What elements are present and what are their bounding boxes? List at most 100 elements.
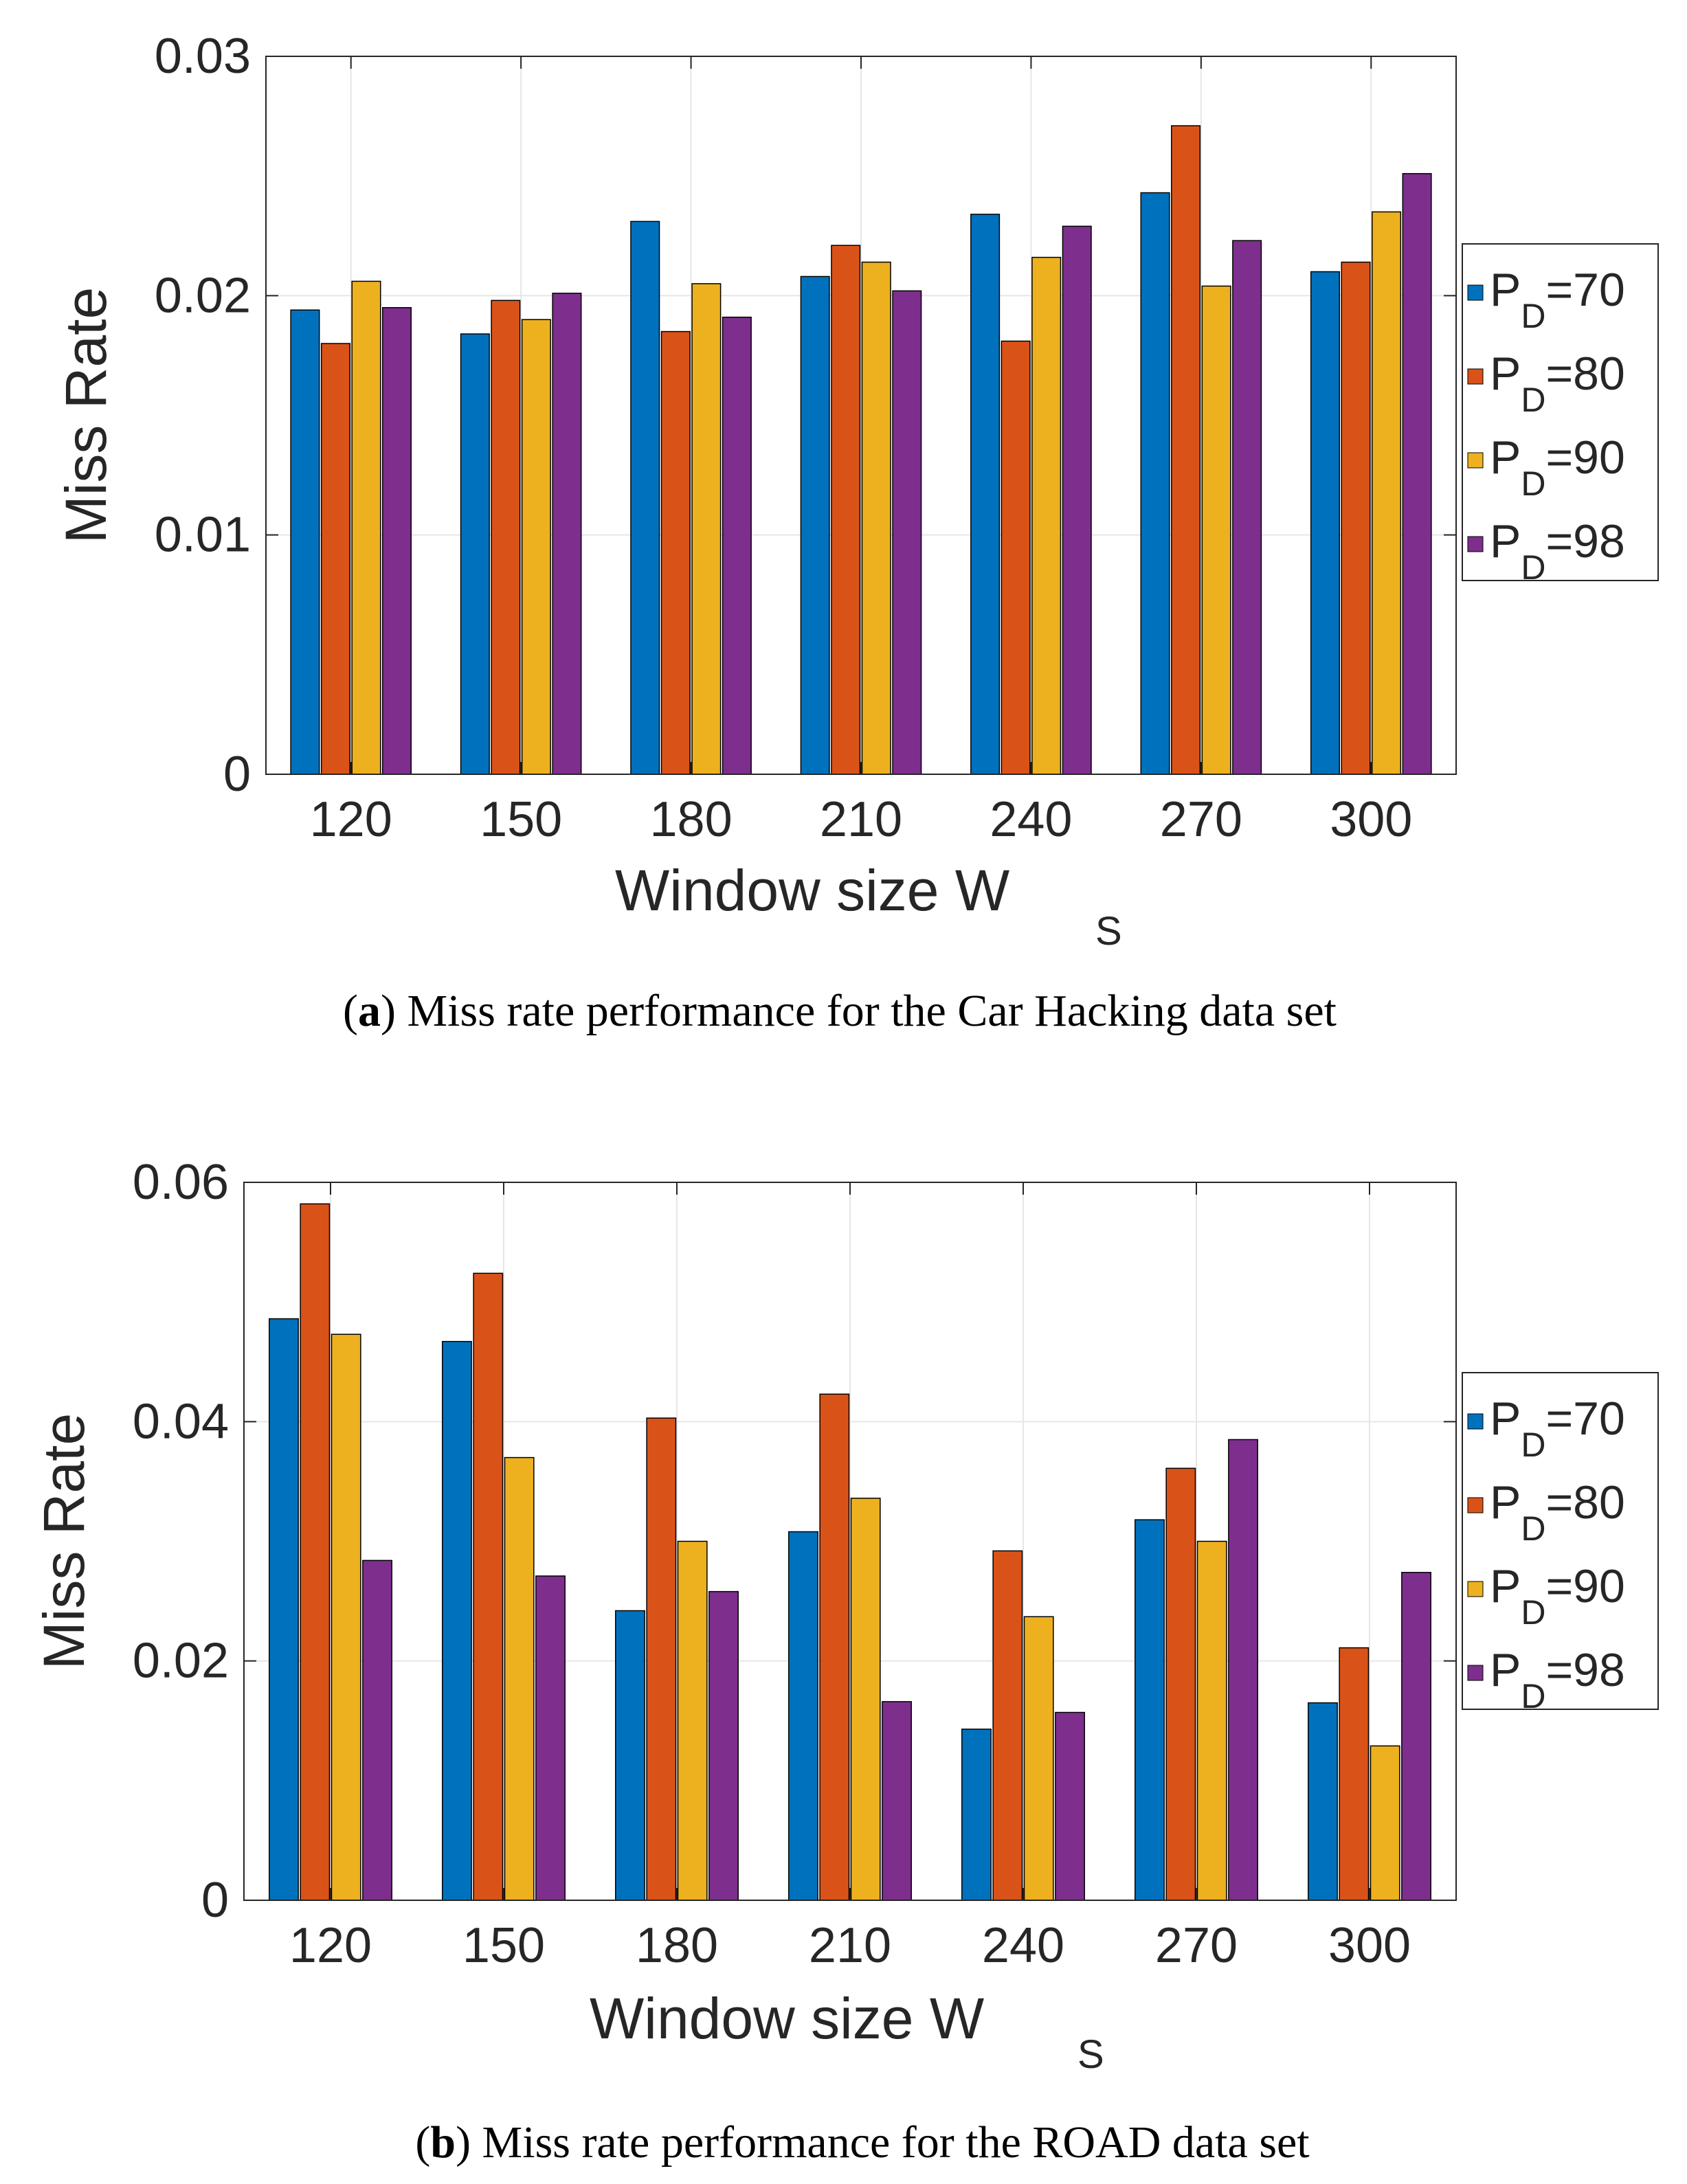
bar-180-series-1 <box>615 1610 645 1901</box>
bar-120-series-1 <box>290 309 320 775</box>
legend-swatch-2 <box>1467 368 1484 385</box>
caption: (a) Miss rate performance for the Car Ha… <box>343 986 1337 1036</box>
legend-entry-4: PD=98 <box>1490 515 1625 587</box>
bar-150-series-1 <box>442 1340 472 1901</box>
legend-entry-2: PD=80 <box>1490 348 1625 419</box>
legend-entry-sub: D <box>1521 548 1545 587</box>
legend-entry-value: =80 <box>1545 348 1624 400</box>
caption-label: a <box>358 986 381 1036</box>
y-tick-label: 0.02 <box>155 268 251 323</box>
legend-entry-1: PD=70 <box>1490 264 1625 335</box>
bar-300-series-3 <box>1370 1745 1400 1901</box>
bar-240-series-3 <box>1031 256 1062 775</box>
legend-entry-name: P <box>1490 348 1521 400</box>
bar-300-series-4 <box>1402 172 1432 775</box>
bar-180-series-4 <box>708 1590 739 1901</box>
x-tick-label: 210 <box>820 792 902 847</box>
x-tick-label: 210 <box>809 1918 891 1973</box>
y-tick-label: 0.04 <box>133 1394 229 1449</box>
chart-b: 0 0.02 0.04 0.06 120 150 180 210 240 270 300 Window… <box>32 1155 1659 2168</box>
caption-paren-open: ( <box>343 986 358 1036</box>
legend-entry-sub: D <box>1521 464 1545 503</box>
bar-210-series-1 <box>800 275 830 775</box>
x-tick-label: 150 <box>480 792 562 847</box>
bar-270-series-1 <box>1135 1519 1165 1901</box>
legend-swatch-2 <box>1467 1497 1484 1513</box>
x-axis-label: Window size W <box>590 1986 984 2051</box>
x-axis-label-subscript: S <box>1095 909 1122 954</box>
bar-150-series-4 <box>535 1575 566 1901</box>
bar-120-series-4 <box>382 307 412 775</box>
bar-210-series-1 <box>788 1531 818 1901</box>
legend-entry-sub: D <box>1521 1593 1545 1632</box>
legend-entry-value: =90 <box>1545 1560 1624 1612</box>
y-tick-label: 0.02 <box>133 1634 229 1689</box>
bar-150-series-4 <box>552 293 582 775</box>
legend-entry-value: =70 <box>1545 1393 1624 1445</box>
y-tick-label: 0.03 <box>155 29 251 84</box>
x-tick-label: 270 <box>1155 1918 1238 1973</box>
bar-180-series-3 <box>677 1540 708 1901</box>
legend-box <box>1462 243 1659 581</box>
bar-300-series-4 <box>1401 1572 1431 1901</box>
bar-180-series-2 <box>646 1417 677 1901</box>
caption-label: b <box>430 2117 456 2168</box>
legend-entry-3: PD=90 <box>1490 431 1625 503</box>
bar-150-series-2 <box>491 300 521 775</box>
caption-text: Miss rate performance for the Car Hackin… <box>407 986 1337 1036</box>
bar-120-series-2 <box>300 1203 331 1901</box>
x-tick-label: 180 <box>650 792 733 847</box>
bar-210-series-4 <box>892 290 922 775</box>
legend-box <box>1462 1372 1659 1710</box>
legend-entry-name: P <box>1490 1393 1521 1445</box>
legend-entry-sub: D <box>1521 1509 1545 1548</box>
bar-120-series-2 <box>320 343 350 775</box>
y-axis-label: Miss Rate <box>32 1413 96 1669</box>
bar-240-series-1 <box>970 214 1001 775</box>
legend-entry-name: P <box>1490 515 1521 567</box>
bar-270-series-3 <box>1201 285 1231 775</box>
bar-270-series-3 <box>1196 1540 1227 1901</box>
legend-entry-name: P <box>1490 1644 1521 1696</box>
y-tick-label: 0.01 <box>155 508 251 563</box>
bar-270-series-2 <box>1171 125 1201 775</box>
legend-entry-value: =80 <box>1545 1476 1624 1529</box>
legend-entry-1: PD=70 <box>1490 1393 1625 1464</box>
bar-240-series-3 <box>1023 1616 1054 1901</box>
y-tick-label: 0 <box>201 1873 229 1928</box>
bar-270-series-1 <box>1140 192 1170 775</box>
legend-entry-sub: D <box>1521 1426 1545 1464</box>
x-axis-label-subscript: S <box>1077 2032 1104 2077</box>
bar-240-series-2 <box>1001 340 1031 775</box>
bar-180-series-1 <box>630 221 660 775</box>
legend-entry-name: P <box>1490 1560 1521 1612</box>
caption-paren-close: ) <box>381 986 407 1036</box>
legend-entry-sub: D <box>1521 1677 1545 1715</box>
caption-text: Miss rate performance for the ROAD data … <box>482 2117 1310 2168</box>
legend-entry-value: =98 <box>1545 515 1624 567</box>
bar-180-series-4 <box>722 316 752 775</box>
legend-entry-sub: D <box>1521 381 1545 419</box>
bar-210-series-3 <box>850 1498 881 1901</box>
x-tick-label: 300 <box>1330 792 1412 847</box>
x-tick-label: 300 <box>1328 1918 1411 1973</box>
legend-entry-name: P <box>1490 1476 1521 1529</box>
x-axis-label: Window size W <box>615 858 1009 923</box>
bar-210-series-2 <box>819 1393 850 1901</box>
bar-300-series-1 <box>1310 271 1340 775</box>
bar-120-series-3 <box>331 1333 361 1901</box>
legend-swatch-4 <box>1467 1665 1484 1681</box>
caption-paren-close: ) <box>456 2117 482 2168</box>
bar-150-series-3 <box>521 319 551 775</box>
bar-270-series-4 <box>1232 240 1262 775</box>
legend-entry-name: P <box>1490 264 1521 316</box>
bar-180-series-3 <box>691 283 722 775</box>
bar-120-series-4 <box>362 1560 392 1901</box>
bar-240-series-1 <box>961 1729 992 1901</box>
legend-swatch-3 <box>1467 452 1484 469</box>
legend-entry-value: =70 <box>1545 264 1624 316</box>
legend-entry-value: =90 <box>1545 431 1624 484</box>
y-tick-label: 0 <box>223 747 251 802</box>
legend-swatch-3 <box>1467 1581 1484 1597</box>
